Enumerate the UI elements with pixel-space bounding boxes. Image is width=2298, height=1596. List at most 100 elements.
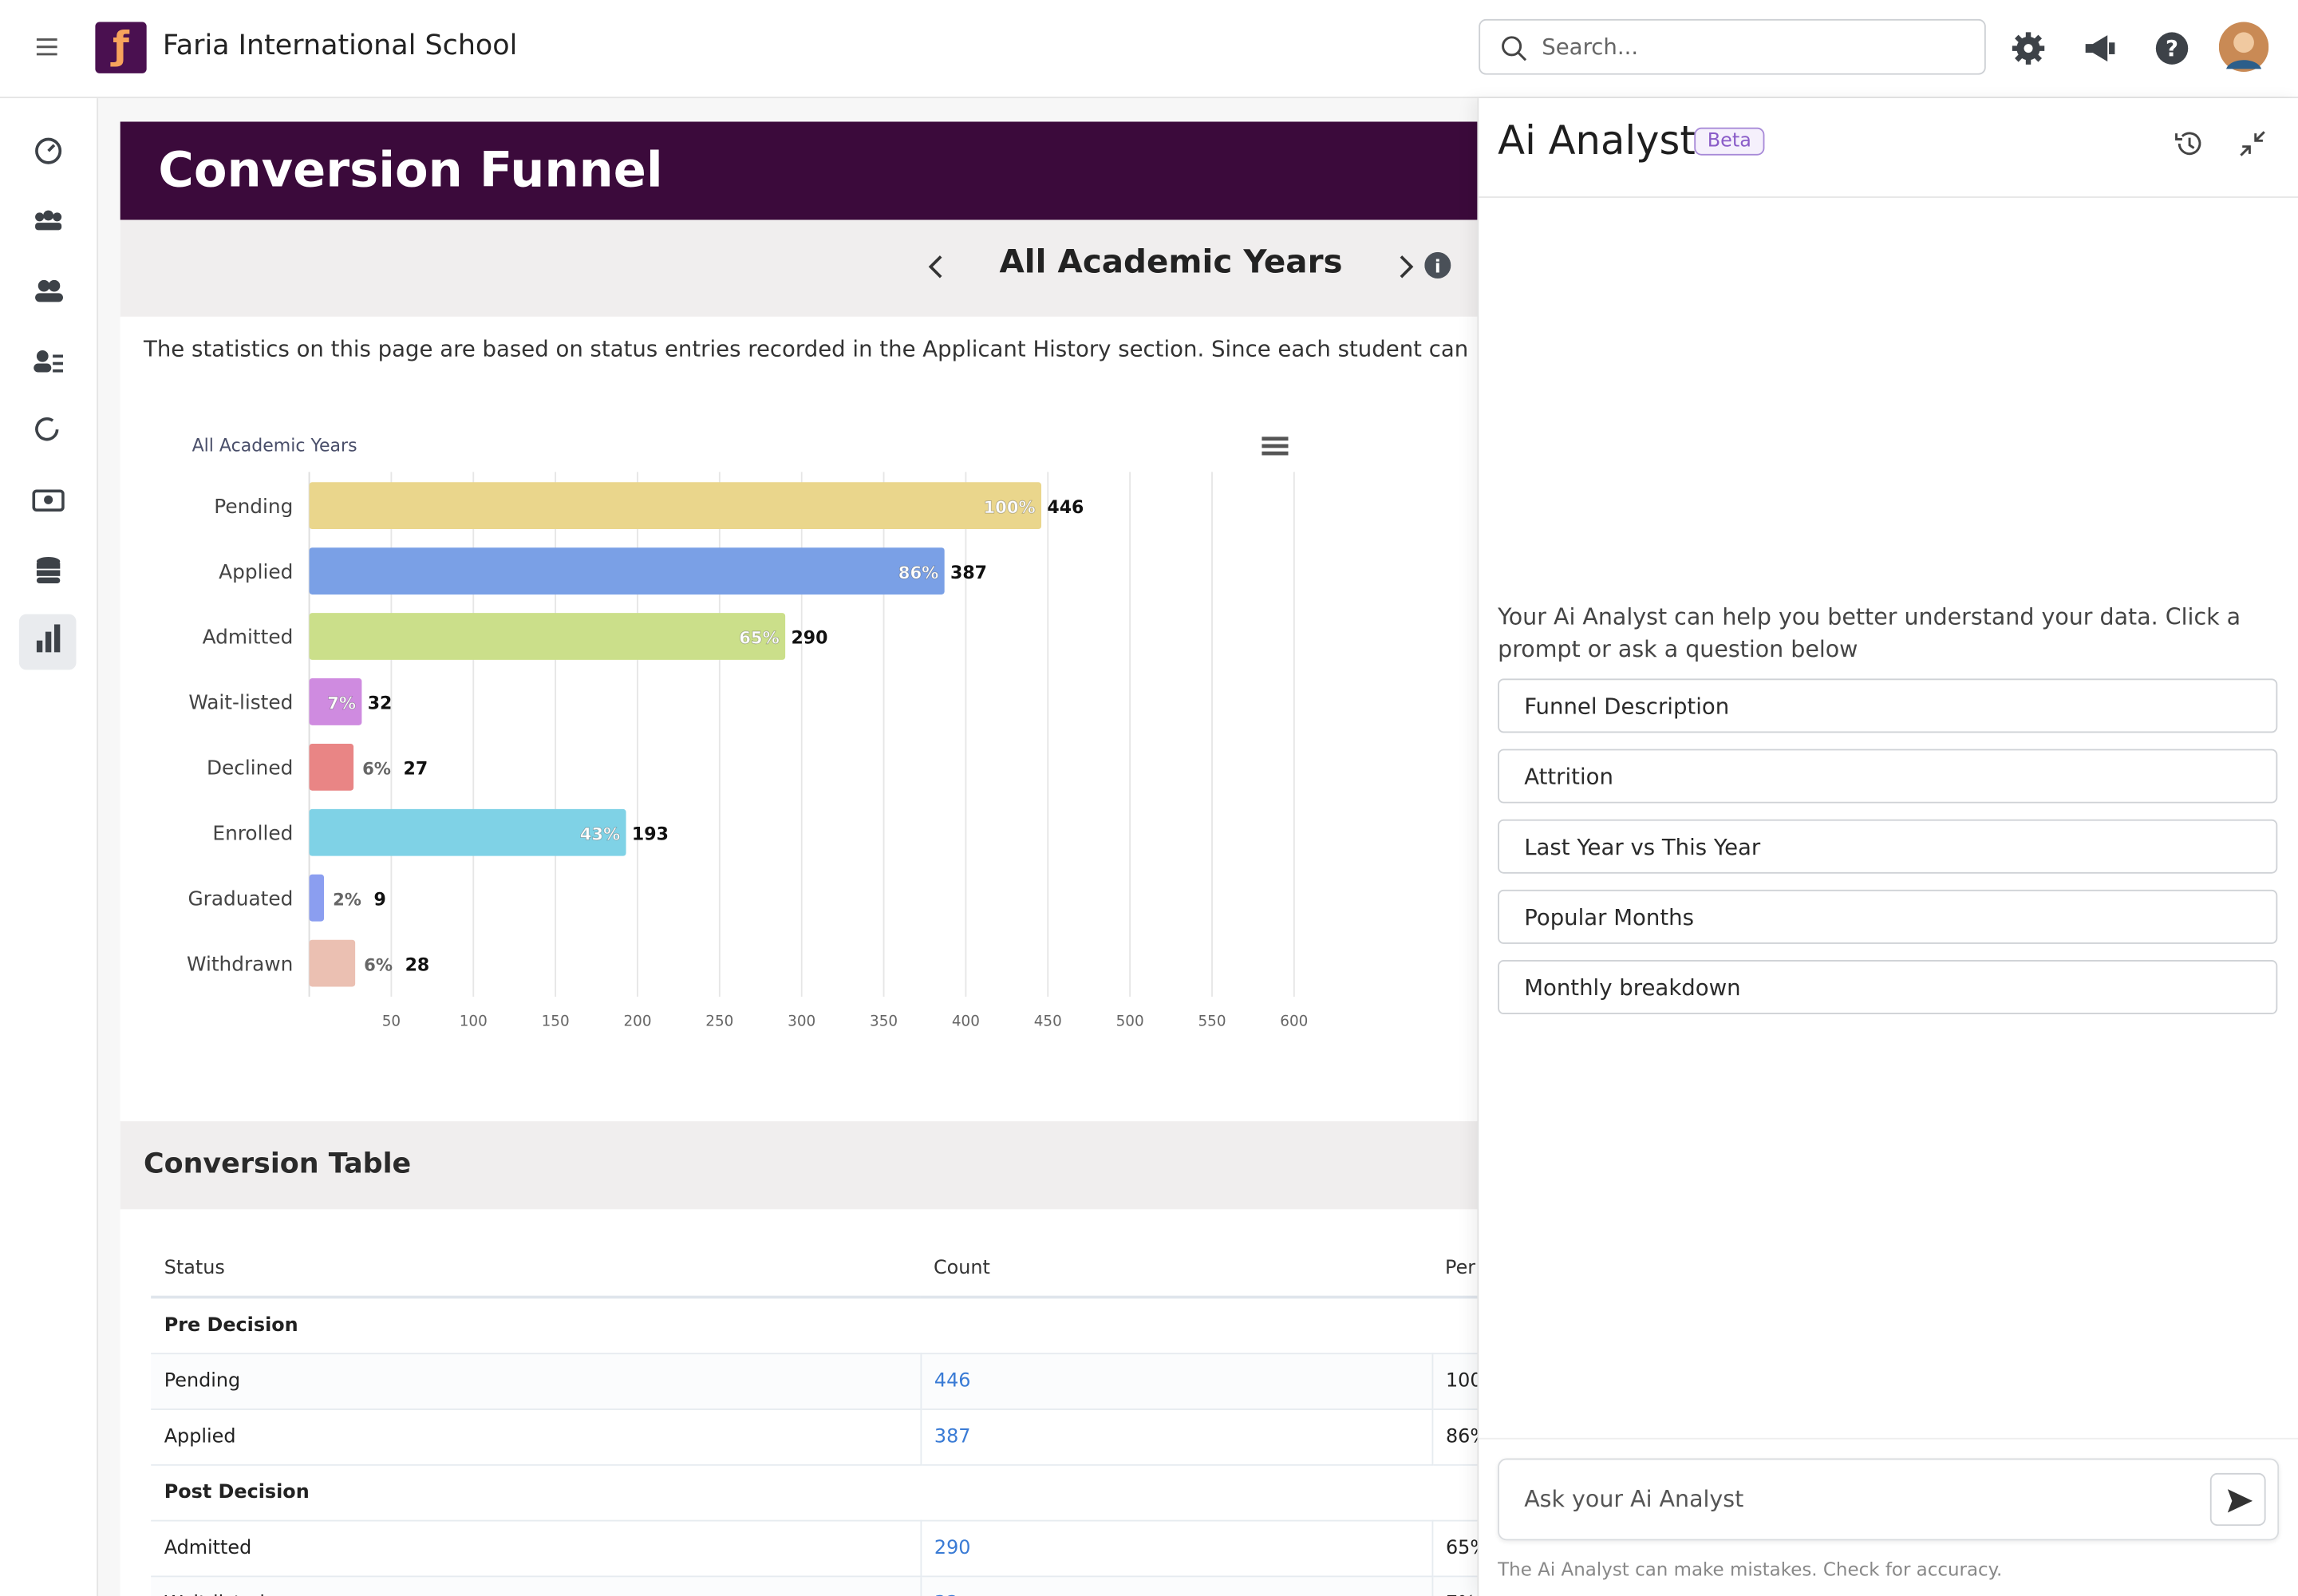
percent-label: 6%	[362, 759, 391, 779]
status-cell: Applied	[151, 1409, 920, 1465]
bar	[310, 547, 945, 595]
school-logo[interactable]: ƒ	[95, 22, 146, 73]
group-row: Post Decision	[151, 1465, 1585, 1521]
value-label: 32	[368, 694, 393, 714]
prompt-button[interactable]: Popular Months	[1498, 890, 2277, 944]
group-row: Pre Decision	[151, 1298, 1585, 1354]
search-icon	[1501, 35, 1527, 61]
x-tick-label: 150	[542, 1013, 570, 1030]
status-cell: Admitted	[151, 1521, 920, 1577]
period-title: All Academic Years	[951, 245, 1391, 282]
period-nav: All Academic Years i	[120, 220, 1586, 317]
percent-label: 65%	[739, 628, 780, 648]
column-header: Count	[920, 1242, 1431, 1298]
menu-button[interactable]	[35, 35, 58, 58]
value-label: 28	[405, 955, 430, 975]
table-header-row: StatusCountPer	[151, 1242, 1585, 1298]
funnel-chart: All Academic Years5010015020025030035040…	[120, 381, 1478, 1070]
bar	[310, 875, 325, 922]
top-bar: ƒ Faria International School Search... ?	[0, 0, 2298, 98]
y-tick-label: Wait-listed	[188, 691, 293, 714]
school-name: Faria International School	[163, 30, 517, 61]
count-cell[interactable]: 32	[920, 1576, 1431, 1596]
svg-text:?: ?	[2166, 36, 2178, 61]
percent-label: 100%	[983, 497, 1035, 517]
data-row: Wait-listed327%	[151, 1576, 1585, 1596]
group-label: Pre Decision	[151, 1298, 1585, 1354]
value-label: 9	[374, 890, 386, 910]
settings-button[interactable]	[2011, 31, 2046, 66]
data-row: Pending446100%	[151, 1353, 1585, 1409]
y-tick-label: Pending	[214, 495, 293, 518]
panel-title: Ai Analyst	[1498, 119, 1696, 164]
x-tick-label: 300	[788, 1013, 815, 1030]
page-title: Conversion Funnel	[158, 140, 662, 198]
info-button[interactable]: i	[1424, 252, 1451, 279]
chat-input[interactable]: Ask your Ai Analyst	[1498, 1459, 2279, 1541]
percent-label: 6%	[364, 954, 393, 974]
x-tick-label: 400	[952, 1013, 980, 1030]
user-avatar[interactable]	[2219, 22, 2268, 72]
page-banner: Conversion Funnel	[120, 121, 1586, 219]
announcements-button[interactable]	[2083, 31, 2118, 66]
percent-label: 2%	[333, 889, 361, 909]
y-tick-label: Graduated	[188, 887, 293, 910]
y-tick-label: Enrolled	[212, 821, 293, 844]
help-button[interactable]: ?	[2154, 31, 2189, 66]
x-tick-label: 350	[870, 1013, 898, 1030]
input-divider	[1479, 1438, 2298, 1440]
x-tick-label: 250	[705, 1013, 733, 1030]
prompt-button[interactable]: Funnel Description	[1498, 678, 2277, 733]
previous-period-button[interactable]	[926, 252, 947, 282]
menu-bar	[1262, 444, 1288, 448]
status-cell: Wait-listed	[151, 1576, 920, 1596]
bar	[310, 744, 354, 791]
bar	[310, 613, 786, 660]
side-nav	[0, 98, 98, 1596]
bar	[310, 809, 626, 856]
prompt-button[interactable]: Last Year vs This Year	[1498, 820, 2277, 874]
search-box[interactable]: Search...	[1479, 19, 1986, 75]
chart-menu-button[interactable]	[1262, 437, 1288, 455]
ai-analyst-panel: Ai Analyst Beta Your Ai Analyst can help…	[1477, 98, 2298, 1596]
count-cell[interactable]: 290	[920, 1521, 1431, 1577]
x-tick-label: 600	[1280, 1013, 1308, 1030]
percent-label: 86%	[898, 563, 939, 583]
panel-intro: Your Ai Analyst can help you better unde…	[1498, 601, 2274, 666]
page-description: The statistics on this page are based on…	[144, 336, 1585, 362]
x-tick-label: 100	[460, 1013, 488, 1030]
next-period-button[interactable]	[1396, 252, 1416, 282]
column-header: Status	[151, 1242, 920, 1298]
group-label: Post Decision	[151, 1465, 1585, 1521]
search-placeholder: Search...	[1542, 34, 1638, 60]
svg-text:i: i	[1435, 258, 1441, 278]
collapse-button[interactable]	[2238, 129, 2268, 159]
y-tick-label: Applied	[219, 560, 293, 583]
status-cell: Pending	[151, 1353, 920, 1409]
x-tick-label: 450	[1034, 1013, 1062, 1030]
conversion-table: StatusCountPer Pre DecisionPending446100…	[151, 1242, 1585, 1596]
bar	[310, 940, 356, 987]
chat-input-placeholder: Ask your Ai Analyst	[1524, 1486, 1743, 1512]
x-tick-label: 500	[1116, 1013, 1144, 1030]
prompt-button[interactable]: Monthly breakdown	[1498, 960, 2277, 1014]
prompt-button[interactable]: Attrition	[1498, 749, 2277, 804]
send-icon	[2225, 1486, 2254, 1515]
nav-icons[interactable]	[32, 136, 64, 723]
disclaimer: The Ai Analyst can make mistakes. Check …	[1498, 1558, 2002, 1580]
send-button[interactable]	[2210, 1473, 2266, 1526]
value-label: 387	[950, 563, 987, 583]
percent-label: 43%	[580, 824, 621, 843]
table-title: Conversion Table	[144, 1148, 411, 1179]
count-cell[interactable]: 387	[920, 1409, 1431, 1465]
value-label: 290	[791, 629, 827, 649]
history-button[interactable]	[2174, 129, 2203, 159]
panel-divider	[1479, 196, 2298, 198]
data-row: Applied38786%	[151, 1409, 1585, 1465]
y-tick-label: Admitted	[203, 626, 294, 649]
x-tick-label: 200	[623, 1013, 651, 1030]
x-tick-label: 50	[382, 1013, 401, 1030]
count-cell[interactable]: 446	[920, 1353, 1431, 1409]
